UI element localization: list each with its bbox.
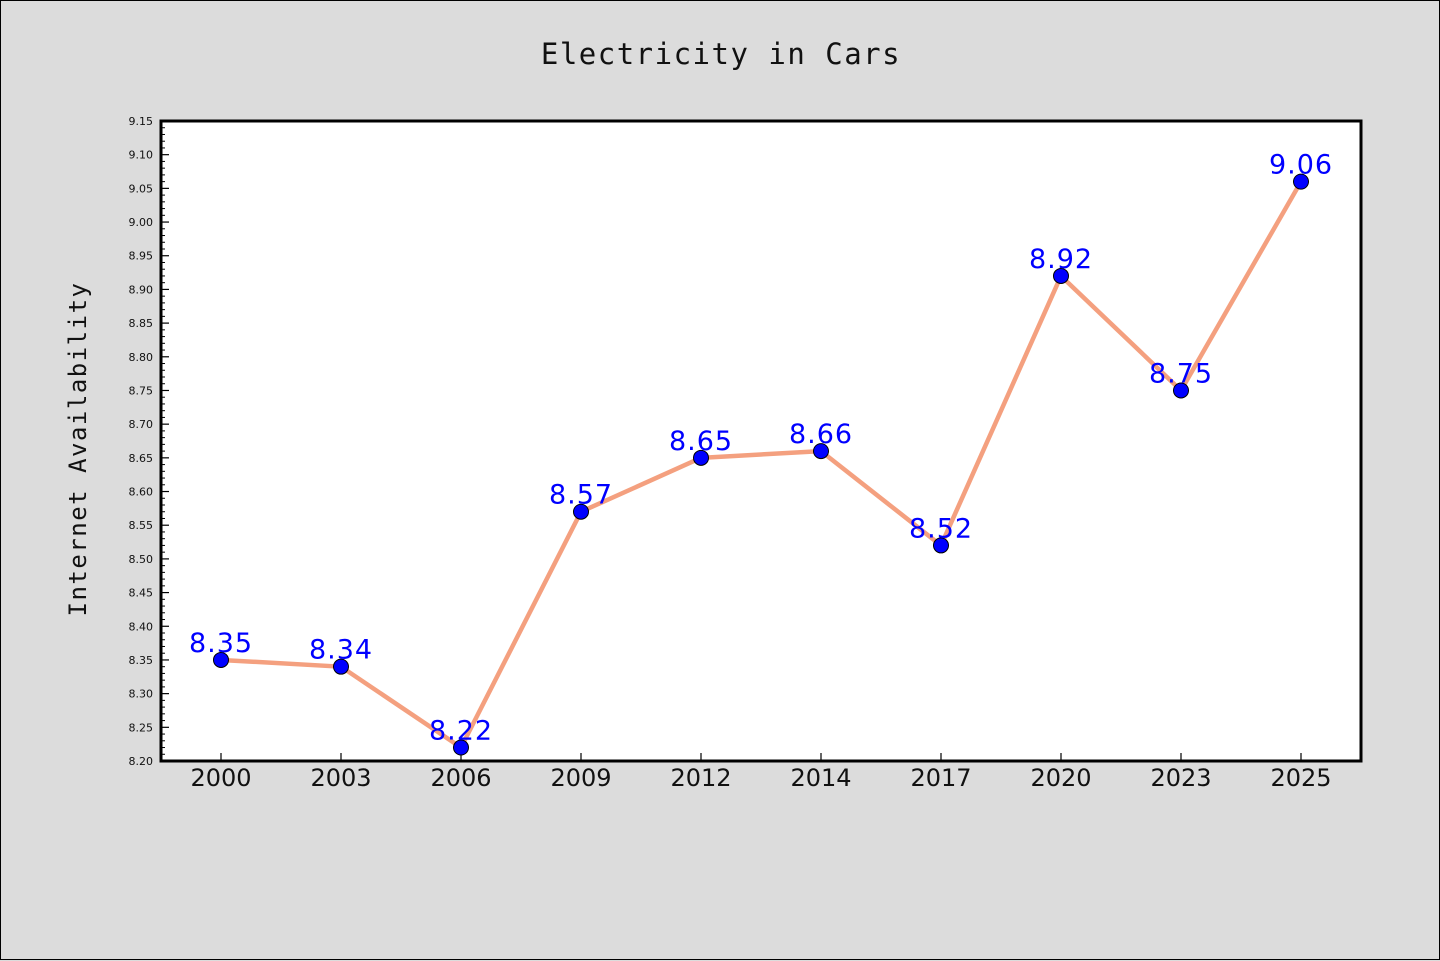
y-tick-label: 8.75 [129,384,154,397]
plot-border [159,119,1363,763]
chart-title: Electricity in Cars [541,37,901,71]
x-tick-label: 2006 [430,764,491,792]
y-tick-label: 9.10 [129,149,154,162]
data-label: 8.22 [429,716,493,747]
y-tick-label: 8.55 [129,519,154,532]
y-axis-label: Internet Availability [64,282,92,617]
data-label: 8.65 [669,426,733,457]
y-tick-label: 8.20 [129,755,154,768]
y-tick-label: 8.30 [129,688,154,701]
data-label: 8.34 [309,635,373,666]
plot-area [161,121,1361,761]
y-tick-label: 9.05 [129,182,154,195]
x-tick-label: 2003 [310,764,371,792]
y-tick-label: 8.65 [129,452,154,465]
x-tick-label: 2017 [910,764,971,792]
x-axis-ticks: 2000 2003 2006 2009 2012 2014 2017 2020 2023 2025 [190,753,1332,792]
data-point [693,449,709,466]
x-tick-label: 2000 [190,764,251,792]
series-line [220,180,1303,750]
y-tick-label: 8.60 [129,486,154,499]
y-tick-label: 9.00 [129,216,154,229]
data-point [813,443,829,460]
y-tick-label: 8.95 [129,250,154,263]
y-tick-label: 8.50 [129,553,154,566]
data-label: 8.92 [1029,244,1093,275]
data-label: 9.06 [1269,150,1333,181]
y-tick-label: 8.45 [129,587,154,600]
data-point [213,651,229,668]
y-axis-ticks: 8.20 8.25 8.30 8.35 8.40 8.45 8.50 8.55 8.60 8.65… [129,115,169,768]
x-tick-label: 2014 [790,764,851,792]
y-tick-label: 8.85 [129,317,154,330]
y-tick-label: 8.25 [129,721,154,734]
data-label: 8.52 [909,513,973,544]
data-label: 8.75 [1149,358,1213,389]
y-tick-label: 8.90 [129,283,154,296]
series-line-group [220,180,1303,750]
x-tick-label: 2023 [1150,764,1211,792]
data-point [1053,267,1069,284]
x-tick-label: 2020 [1030,764,1091,792]
y-tick-label: 8.80 [129,351,154,364]
data-point [1173,382,1189,399]
data-point [573,503,589,520]
y-tick-label: 8.70 [129,418,154,431]
data-markers [213,173,1309,756]
x-tick-label: 2009 [550,764,611,792]
data-label: 8.66 [789,419,853,450]
data-point [933,537,949,554]
data-point [333,658,349,675]
data-label: 8.35 [189,628,253,659]
y-tick-label: 9.15 [129,115,154,128]
y-tick-label: 8.35 [129,654,154,667]
data-point [1293,173,1309,190]
x-tick-label: 2025 [1270,764,1331,792]
data-label: 8.57 [549,480,613,511]
x-tick-label: 2012 [670,764,731,792]
data-labels: 8.35 8.34 8.22 8.57 8.65 8.66 8.52 8.92 8.75 9.06 [189,150,1333,747]
data-point [453,739,469,756]
y-tick-label: 8.40 [129,620,154,633]
